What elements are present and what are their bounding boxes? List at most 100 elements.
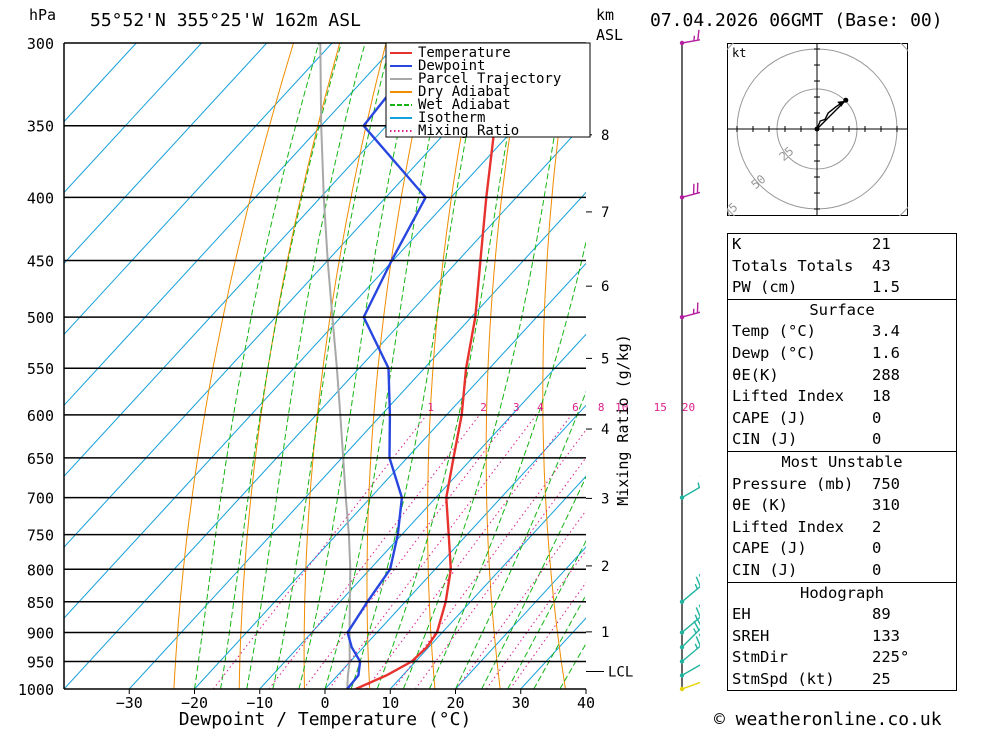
pressure-tick-label: 450 xyxy=(27,253,54,271)
surface-section: Surface Temp (°C) 3.4 Dewp (°C) 1.6 θE(K) 288… xyxy=(728,298,956,451)
x-tick-label: 30 xyxy=(512,694,530,712)
pressure-tick-label: 650 xyxy=(27,450,54,468)
x-tick-label: 0 xyxy=(320,694,329,712)
wind-barb-half xyxy=(694,614,698,620)
km-tick-label: 1 xyxy=(601,625,609,641)
wet-adiabat-line xyxy=(428,239,586,689)
wind-barb-flag xyxy=(695,636,700,647)
mixing-ratio-line xyxy=(455,509,586,689)
index-label: CIN (J) xyxy=(732,430,798,449)
wet-adiabat-line xyxy=(350,43,485,689)
credit-footer[interactable]: © weatheronline.co.uk xyxy=(714,709,942,730)
index-label: StmDir xyxy=(732,648,788,667)
hodograph-title: Hodograph xyxy=(800,583,884,602)
isotherm-line xyxy=(324,404,586,689)
wind-barb-flag xyxy=(697,29,700,41)
dry-adiabat-line xyxy=(427,43,479,689)
x-tick-label: 40 xyxy=(577,694,595,712)
wind-barb-half xyxy=(694,583,698,590)
pressure-tick-label: 800 xyxy=(27,561,54,579)
isotherm-line xyxy=(64,43,333,336)
index-value: 225° xyxy=(872,648,910,667)
index-row: Pressure (mb) 750 xyxy=(728,474,956,496)
pressure-tick-label: 1000 xyxy=(18,681,54,699)
index-value: 1.6 xyxy=(872,343,900,362)
isotherm-line xyxy=(64,43,398,407)
mixing-ratio-label: 4 xyxy=(537,401,544,414)
mixing-ratio-label: 2 xyxy=(480,401,487,414)
index-row: CAPE (J) 0 xyxy=(728,538,956,560)
index-label: Totals Totals xyxy=(732,256,854,275)
index-value: 288 xyxy=(872,365,900,384)
surface-title: Surface xyxy=(809,300,875,319)
mixing-ratio-axis-label: Mixing Ratio (g/kg) xyxy=(614,334,632,506)
index-row: Dewp (°C) 1.6 xyxy=(728,343,956,365)
index-row: K 21 xyxy=(728,234,956,256)
index-value: 89 xyxy=(872,605,891,624)
index-row: StmDir 225° xyxy=(728,647,956,669)
pressure-tick-label: 850 xyxy=(27,594,54,612)
isotherm-line xyxy=(64,120,586,689)
index-row: CIN (J) 0 xyxy=(728,560,956,582)
wind-barb xyxy=(679,681,700,692)
index-value: 0 xyxy=(872,539,882,558)
parcel-trajectory-line xyxy=(319,43,352,689)
index-value: 133 xyxy=(872,626,900,645)
km-tick-label: 7 xyxy=(601,205,609,221)
km-tick-label: 2 xyxy=(601,559,609,575)
mixing-ratio-label: 1 xyxy=(427,401,434,414)
wind-barb xyxy=(679,302,700,320)
index-value: 43 xyxy=(872,256,891,275)
wind-barb xyxy=(679,604,700,635)
wet-adiabat-line xyxy=(298,43,419,689)
mixing-ratio-label: 10 xyxy=(615,401,628,414)
pressure-tick-label: 700 xyxy=(27,490,54,508)
index-label: Lifted Index xyxy=(732,517,844,536)
index-row: EH 89 xyxy=(728,604,956,626)
index-label: CAPE (J) xyxy=(732,408,807,427)
storm-motion-arrowhead xyxy=(837,100,846,107)
wind-barb-half xyxy=(694,643,698,649)
hodograph-unit: kt xyxy=(732,46,746,60)
dry-adiabat-line xyxy=(651,43,696,689)
index-label: StmSpd (kt) xyxy=(732,669,835,688)
index-row: Temp (°C) 3.4 xyxy=(728,321,956,343)
mixing-ratio-line xyxy=(303,414,513,689)
wind-barb-flag xyxy=(695,607,700,618)
index-label: CAPE (J) xyxy=(732,539,807,558)
index-label: Temp (°C) xyxy=(732,322,816,341)
legend-label: Wet Adiabat xyxy=(418,97,511,113)
pressure-tick-label: 400 xyxy=(27,189,54,207)
mixing-ratio-label: 8 xyxy=(598,401,605,414)
km-unit-label: km xyxy=(596,6,615,24)
wind-barb-flag xyxy=(695,576,700,587)
legend-label: Dewpoint xyxy=(418,58,485,74)
wind-barb xyxy=(679,617,700,650)
km-tick-label: 5 xyxy=(601,351,609,367)
station-location: 55°52'N 355°25'W 162m ASL xyxy=(90,10,361,31)
legend-label: Isotherm xyxy=(418,110,485,126)
dry-adiabat-line xyxy=(238,43,341,689)
dewpoint-line xyxy=(346,43,431,689)
index-value: 0 xyxy=(872,560,882,579)
x-tick-label: −20 xyxy=(181,694,208,712)
wind-barb xyxy=(679,475,700,500)
mixing-ratio-line xyxy=(328,414,537,689)
legend-label: Parcel Trajectory xyxy=(418,71,561,87)
wind-barb-shaft xyxy=(681,645,700,663)
forecast-datetime: 07.04.2026 06GMT (Base: 00) xyxy=(650,10,943,31)
index-row: PW (cm) 1.5 xyxy=(728,277,956,299)
wind-barb xyxy=(679,29,700,46)
index-row: Lifted Index 2 xyxy=(728,517,956,539)
index-row: CAPE (J) 0 xyxy=(728,408,956,430)
legend-label: Dry Adiabat xyxy=(418,84,511,100)
wet-adiabat-line xyxy=(376,43,525,689)
index-value: 2 xyxy=(872,517,882,536)
index-value: 0 xyxy=(872,430,882,449)
index-row: Lifted Index 18 xyxy=(728,386,956,408)
hodograph-section: Hodograph EH 89 SREH 133 StmDir 225° StmSpd (k… xyxy=(728,581,956,691)
pressure-unit-label: hPa xyxy=(29,6,57,24)
isotherm-line xyxy=(128,191,586,689)
x-tick-label: −30 xyxy=(116,694,143,712)
